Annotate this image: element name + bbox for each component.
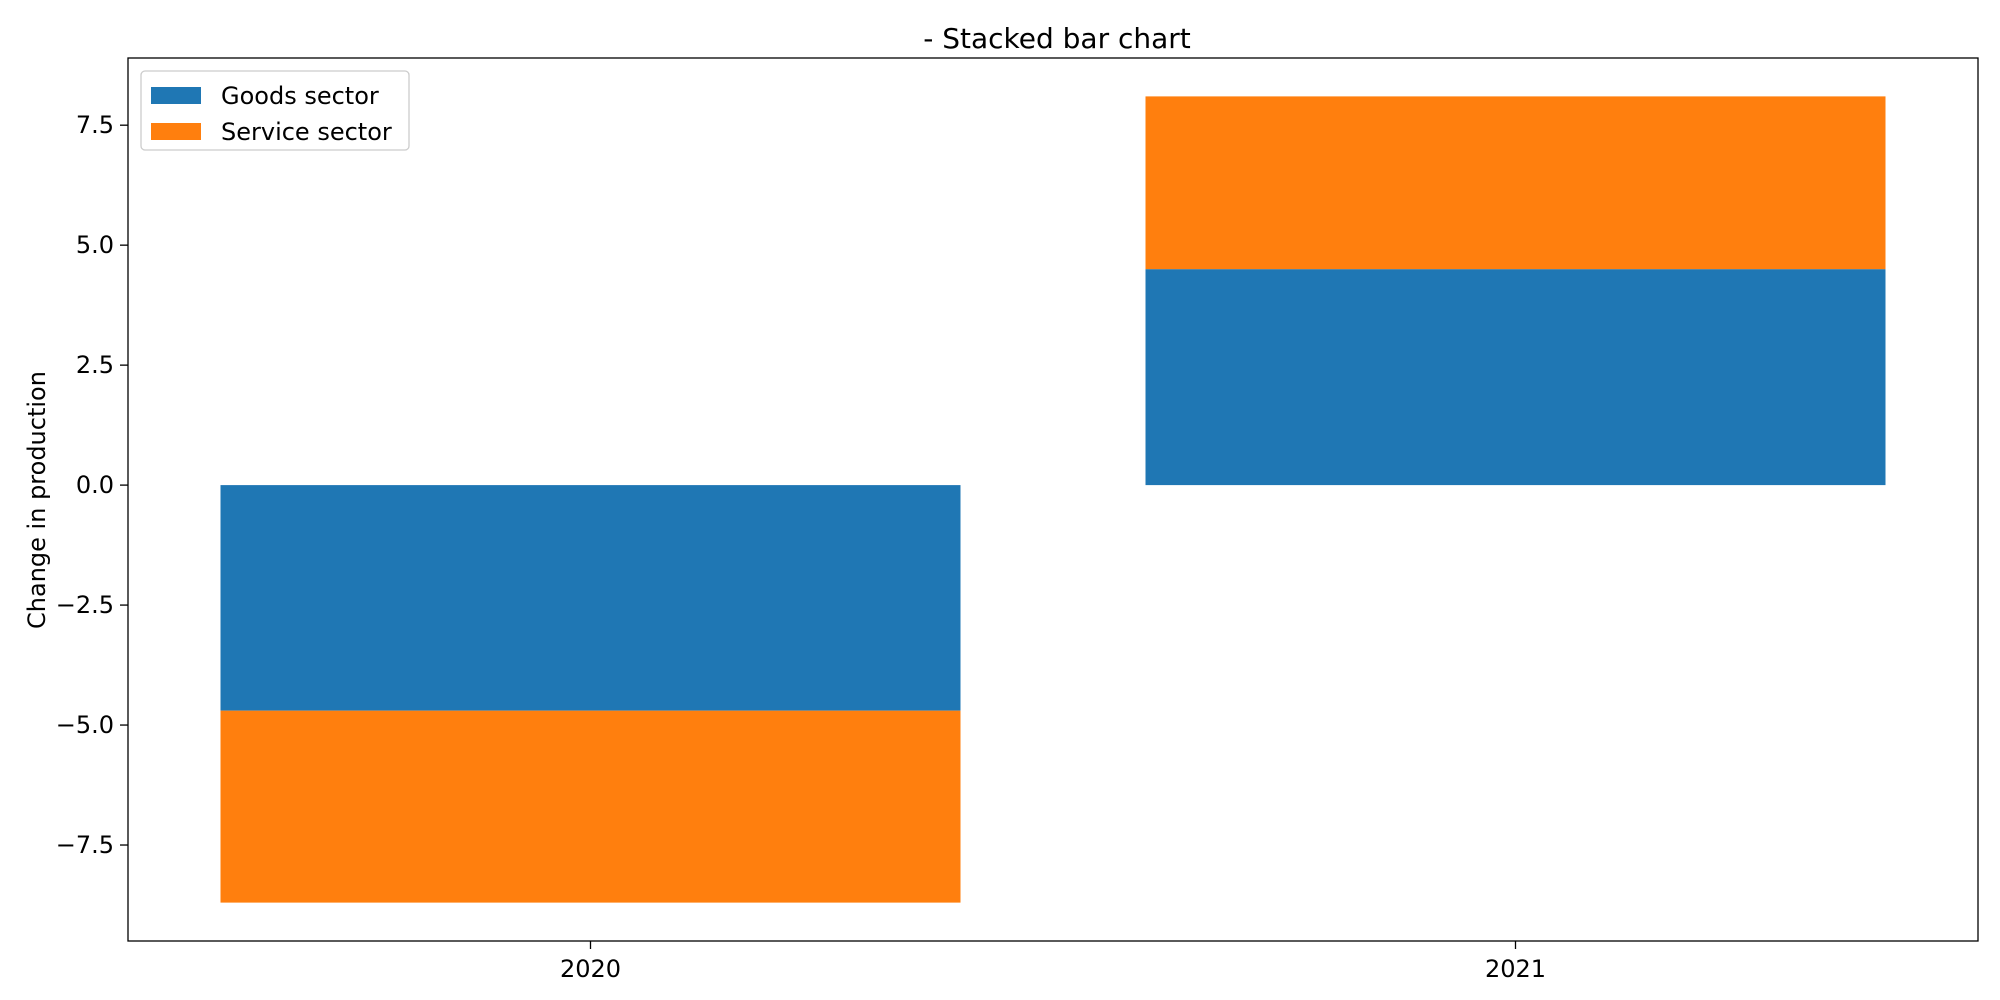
bar-goods-sector-2021: [1145, 269, 1886, 486]
legend-label: Goods sector: [221, 82, 379, 110]
y-tick-label: 5.0: [76, 231, 114, 259]
legend: Goods sector Service sector: [140, 70, 410, 151]
bar-goods-sector-2020: [220, 485, 961, 711]
bar-service-sector-2021: [1145, 96, 1886, 270]
x-tick-label: 2021: [1485, 955, 1546, 983]
y-tick-label: 7.5: [76, 111, 114, 139]
y-tick-label: −5.0: [56, 711, 114, 739]
legend-swatch: [151, 87, 201, 104]
chart-title: - Stacked bar chart: [923, 22, 1191, 55]
plot-frame: [127, 57, 1979, 942]
y-tick-label: 0.0: [76, 471, 114, 499]
y-tick-label: −2.5: [56, 591, 114, 619]
legend-box: [140, 70, 410, 151]
y-tick-label: 2.5: [76, 351, 114, 379]
y-axis-label: Change in production: [23, 371, 51, 629]
bar-service-sector-2020: [220, 710, 961, 903]
bars-group: [220, 96, 1886, 903]
legend-swatch: [151, 123, 201, 140]
y-axis-ticks: −7.5 −5.0 −2.5 0.0 2.5 5.0 7.5: [56, 111, 128, 859]
x-axis-ticks: 2020 2021: [560, 941, 1546, 983]
x-tick-label: 2020: [560, 955, 621, 983]
y-tick-label: −7.5: [56, 831, 114, 859]
legend-label: Service sector: [221, 118, 392, 146]
